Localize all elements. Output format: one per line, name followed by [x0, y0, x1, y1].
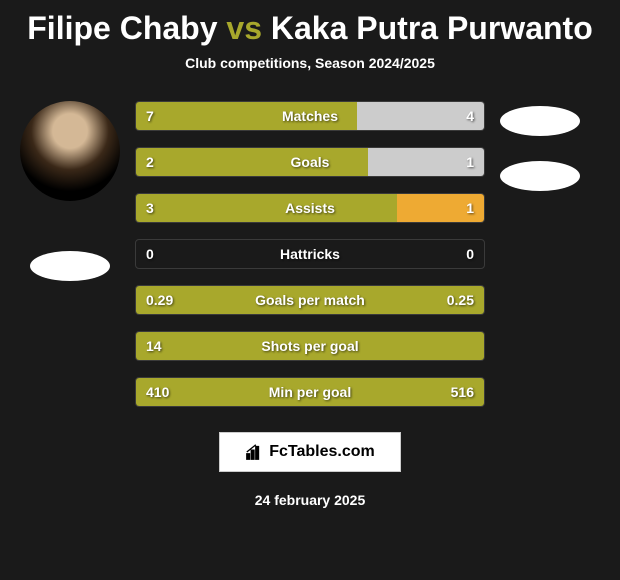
stat-label: Matches	[282, 108, 338, 124]
player2-flag-1	[500, 106, 580, 136]
stat-label: Min per goal	[269, 384, 351, 400]
stat-value-right: 1	[466, 200, 474, 216]
player2-flag-2	[500, 161, 580, 191]
stat-value-right: 516	[451, 384, 474, 400]
player2-avatar-placeholder	[500, 101, 600, 201]
stat-bar-right	[357, 102, 484, 130]
stat-bar-left	[136, 148, 368, 176]
stats-panel: 7 Matches 4 2 Goals 1 3 Assists 1 0 Hattricks 0 0.29…	[135, 101, 485, 407]
stat-value-left: 2	[146, 154, 154, 170]
stat-label: Shots per goal	[261, 338, 358, 354]
stat-value-right: 4	[466, 108, 474, 124]
logo-text: FcTables.com	[269, 443, 375, 461]
stat-row: 2 Goals 1	[135, 147, 485, 177]
player1-column	[20, 101, 120, 281]
player2-column	[500, 101, 600, 201]
stat-bar-left	[136, 194, 397, 222]
player1-avatar	[20, 101, 120, 201]
page-title: Filipe Chaby vs Kaka Putra Purwanto	[27, 10, 592, 47]
stat-value-left: 3	[146, 200, 154, 216]
stat-row: 0.29 Goals per match 0.25	[135, 285, 485, 315]
stat-row: 3 Assists 1	[135, 193, 485, 223]
date-label: 24 february 2025	[255, 492, 366, 508]
stat-label: Goals	[291, 154, 330, 170]
title-player1: Filipe Chaby	[27, 10, 217, 46]
title-vs: vs	[226, 10, 262, 46]
stat-row: 7 Matches 4	[135, 101, 485, 131]
stat-label: Assists	[285, 200, 335, 216]
chart-icon	[245, 443, 263, 461]
title-player2: Kaka Putra Purwanto	[271, 10, 593, 46]
stat-value-right: 0	[466, 246, 474, 262]
stat-value-left: 7	[146, 108, 154, 124]
stat-value-right: 0.25	[447, 292, 474, 308]
stat-value-right: 1	[466, 154, 474, 170]
stat-row: 410 Min per goal 516	[135, 377, 485, 407]
stat-value-left: 14	[146, 338, 162, 354]
comparison-area: 7 Matches 4 2 Goals 1 3 Assists 1 0 Hattricks 0 0.29…	[0, 101, 620, 407]
subtitle: Club competitions, Season 2024/2025	[185, 55, 435, 71]
player1-flag	[30, 251, 110, 281]
stat-label: Hattricks	[280, 246, 340, 262]
stat-row: 0 Hattricks 0	[135, 239, 485, 269]
stat-value-left: 410	[146, 384, 169, 400]
stat-value-left: 0.29	[146, 292, 173, 308]
stat-row: 14 Shots per goal	[135, 331, 485, 361]
stat-value-left: 0	[146, 246, 154, 262]
logo-badge[interactable]: FcTables.com	[219, 432, 401, 472]
stat-label: Goals per match	[255, 292, 365, 308]
